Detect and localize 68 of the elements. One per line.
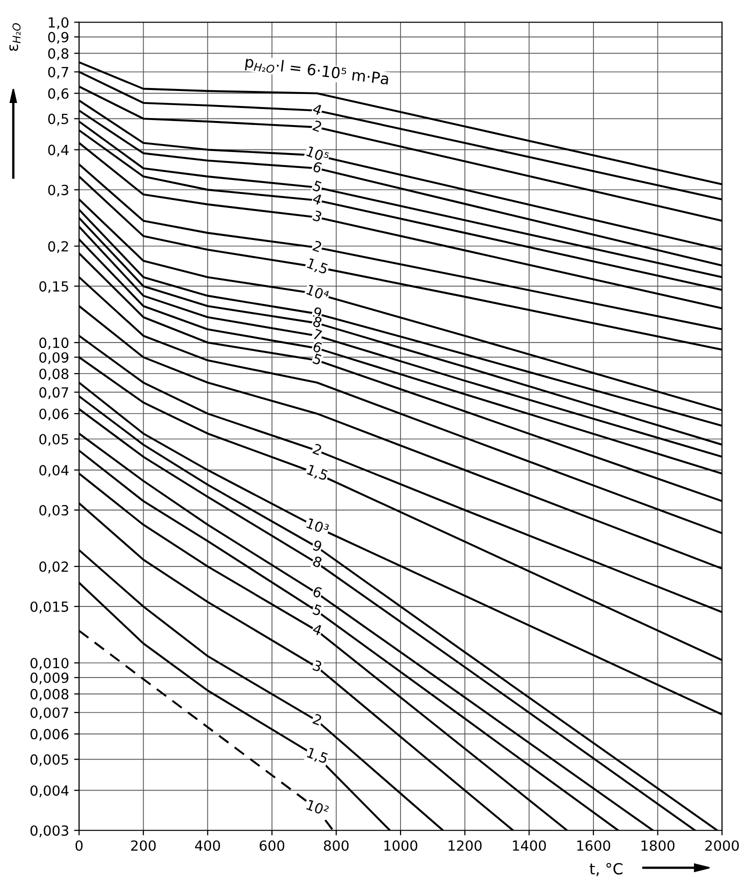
y-tick-label: 0,5 bbox=[48, 114, 68, 126]
text: p$_{H₂O}$·l = 6·10⁵ m·Pa bbox=[244, 56, 389, 88]
x-tick-label: 600 bbox=[260, 840, 284, 851]
y-tick-label: 0,09 bbox=[39, 352, 68, 364]
y-tick-label: 0,006 bbox=[30, 728, 68, 741]
y-tick-label: 0,2 bbox=[48, 241, 68, 254]
y-tick-label: 0,003 bbox=[30, 825, 68, 838]
x-tick-label: 800 bbox=[324, 840, 349, 851]
y-tick-label: 0,07 bbox=[39, 387, 68, 400]
x-tick-label: 1800 bbox=[642, 840, 674, 851]
y-tick-label: 0,015 bbox=[30, 601, 68, 614]
series-label: 8 bbox=[312, 556, 322, 568]
series-label: 3 bbox=[312, 210, 322, 222]
y-tick-label: 0,05 bbox=[39, 434, 68, 446]
y-tick-label: 0,005 bbox=[30, 754, 68, 766]
series-label: 2 bbox=[312, 443, 322, 456]
y-tick-label: 0,007 bbox=[30, 707, 68, 720]
series-label: 8 bbox=[312, 316, 322, 328]
y-tick-label: 0,10 bbox=[39, 338, 68, 350]
y-axis-title: ε$_{H₂O}$ bbox=[9, 23, 21, 51]
y-tick-label: 0,06 bbox=[39, 408, 68, 421]
y-tick-label: 0,008 bbox=[30, 688, 68, 701]
series-label: 5 bbox=[312, 604, 322, 616]
y-tick-label: 0,08 bbox=[39, 368, 68, 380]
series-label: 10⁵ bbox=[306, 146, 330, 163]
series-label: 7 bbox=[312, 328, 322, 340]
series-label: 1,5 bbox=[306, 464, 328, 482]
y-tick-label: 0,3 bbox=[48, 184, 68, 197]
series-label: 3 bbox=[312, 660, 322, 672]
y-tick-label: 0,009 bbox=[30, 672, 68, 684]
y-tick-label: 0,03 bbox=[39, 505, 68, 517]
y-tick-label: 0,02 bbox=[39, 561, 68, 574]
series-label: 1,5 bbox=[306, 747, 328, 766]
series-label: 4 bbox=[312, 193, 323, 206]
series-label: 6 bbox=[312, 340, 322, 354]
y-tick-label: 0,04 bbox=[39, 465, 69, 477]
x-tick-label: 0 bbox=[76, 840, 83, 851]
x-tick-label: 2000 bbox=[705, 840, 739, 851]
series-label: 2 bbox=[312, 240, 322, 252]
series-label: 2 bbox=[312, 713, 322, 726]
x-tick-label: 1200 bbox=[448, 840, 482, 851]
series-label: 4 bbox=[312, 103, 323, 116]
x-tick-label: 200 bbox=[131, 840, 156, 851]
x-tick-label: 400 bbox=[195, 840, 220, 851]
series-label: 9 bbox=[312, 540, 322, 552]
y-tick-label: 0,6 bbox=[48, 88, 68, 100]
y-tick-label: 0,004 bbox=[30, 785, 69, 798]
series-label: 6 bbox=[312, 586, 322, 598]
series-label: 1,5 bbox=[306, 258, 328, 276]
y-tick-label: 0,010 bbox=[30, 658, 68, 670]
series-label: 5 bbox=[312, 180, 322, 192]
y-tick-label: 0,15 bbox=[39, 281, 68, 294]
x-axis-title: t, °C bbox=[590, 862, 622, 876]
x-tick-label: 1600 bbox=[577, 840, 610, 851]
series-label: 10⁴ bbox=[306, 284, 330, 302]
series-label: 6 bbox=[312, 161, 322, 174]
series-label: 4 bbox=[312, 624, 323, 636]
y-tick-label: 0,8 bbox=[48, 48, 68, 60]
y-tick-label: 0,4 bbox=[48, 144, 69, 157]
y-tick-label: 1,0 bbox=[48, 17, 68, 30]
series-label: 2 bbox=[312, 120, 322, 132]
series-label: 5 bbox=[312, 353, 322, 366]
x-tick-label: 1000 bbox=[384, 840, 418, 851]
x-tick-label: 1400 bbox=[512, 840, 546, 851]
series-label: 10³ bbox=[306, 518, 330, 535]
y-tick-label: 0,9 bbox=[48, 32, 68, 44]
y-tick-label: 0,7 bbox=[48, 66, 68, 79]
series-label: 10² bbox=[306, 799, 330, 816]
